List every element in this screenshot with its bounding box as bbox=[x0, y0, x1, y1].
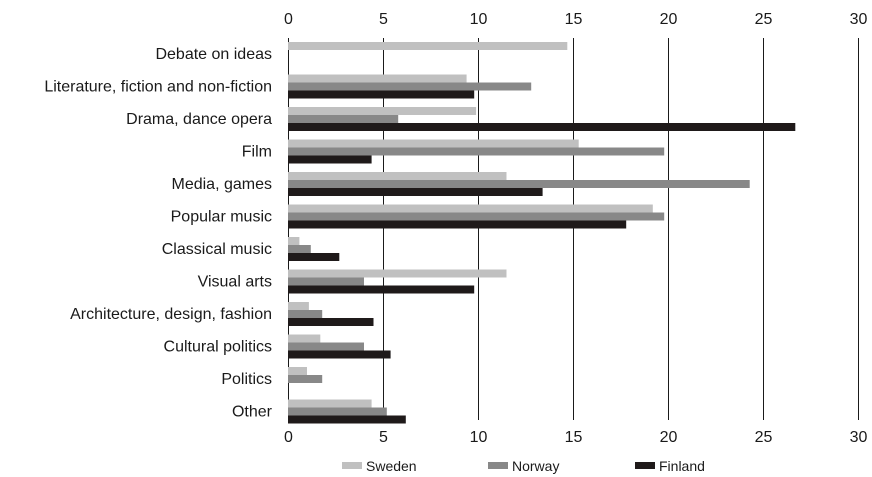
legend-label-sweden: Sweden bbox=[366, 458, 417, 474]
category-label: Politics bbox=[221, 371, 272, 388]
x-tick-label-top: 20 bbox=[660, 11, 678, 28]
bar-finland bbox=[288, 155, 372, 164]
bar-norway bbox=[288, 245, 311, 253]
bar-sweden bbox=[288, 302, 309, 310]
category-label: Literature, fiction and non-fiction bbox=[44, 79, 272, 96]
x-tick-label-bottom: 20 bbox=[660, 429, 678, 446]
legend: Sweden Norway Finland bbox=[342, 458, 705, 474]
bar-norway bbox=[288, 375, 323, 383]
bar-sweden bbox=[288, 334, 321, 343]
bar-finland bbox=[288, 220, 627, 229]
category-label: Visual arts bbox=[198, 274, 272, 291]
category-label: Popular music bbox=[171, 209, 272, 226]
category-label: Architecture, design, fashion bbox=[70, 306, 272, 323]
x-tick-label-bottom: 0 bbox=[284, 429, 293, 446]
x-tick-label-top: 5 bbox=[379, 11, 388, 28]
bar-norway bbox=[288, 407, 387, 416]
x-axis-ticks: 0 0 5 5 10 10 15 15 20 20 25 25 30 30 bbox=[284, 11, 867, 446]
bar-sweden bbox=[288, 204, 653, 213]
category-label: Film bbox=[242, 144, 272, 161]
bar-sweden bbox=[288, 367, 307, 375]
category-label: Drama, dance opera bbox=[126, 111, 272, 128]
bar-norway bbox=[288, 310, 323, 318]
x-tick-label-bottom: 30 bbox=[850, 429, 868, 446]
category-label: Media, games bbox=[172, 176, 273, 193]
bar-norway bbox=[288, 277, 364, 286]
bar-sweden bbox=[288, 172, 507, 180]
category-label: Classical music bbox=[162, 241, 272, 258]
category-labels: Debate on ideas Literature, fiction and n… bbox=[44, 46, 272, 421]
bar-finland bbox=[288, 123, 796, 131]
x-tick-label-bottom: 25 bbox=[755, 429, 773, 446]
legend-swatch-norway bbox=[488, 462, 508, 469]
x-tick-label-bottom: 10 bbox=[470, 429, 488, 446]
gridlines bbox=[288, 38, 859, 420]
x-tick-label-top: 15 bbox=[565, 11, 583, 28]
x-tick-label-top: 25 bbox=[755, 11, 773, 28]
x-tick-label-top: 30 bbox=[850, 11, 868, 28]
bar-finland bbox=[288, 188, 543, 196]
bar-sweden bbox=[288, 399, 372, 408]
bar-sweden bbox=[288, 107, 477, 115]
bar-sweden bbox=[288, 74, 467, 83]
bar-sweden bbox=[288, 269, 507, 278]
legend-label-norway: Norway bbox=[512, 458, 559, 474]
bar-sweden bbox=[288, 237, 300, 245]
x-tick-label-top: 10 bbox=[470, 11, 488, 28]
bar-norway bbox=[288, 212, 665, 221]
bar-finland bbox=[288, 350, 391, 359]
bar-finland bbox=[288, 285, 475, 294]
legend-swatch-sweden bbox=[342, 462, 362, 469]
bar-finland bbox=[288, 90, 475, 99]
bar-sweden bbox=[288, 42, 568, 50]
bar-norway bbox=[288, 147, 665, 156]
bar-finland bbox=[288, 415, 406, 424]
bar-sweden bbox=[288, 139, 579, 148]
category-label: Other bbox=[232, 404, 273, 421]
bar-norway bbox=[288, 115, 399, 123]
bars bbox=[288, 42, 796, 424]
category-label: Cultural politics bbox=[164, 339, 272, 356]
legend-label-finland: Finland bbox=[659, 458, 705, 474]
bar-finland bbox=[288, 318, 374, 326]
x-tick-label-bottom: 5 bbox=[379, 429, 388, 446]
bar-norway bbox=[288, 82, 532, 91]
x-tick-label-top: 0 bbox=[284, 11, 293, 28]
category-label: Debate on ideas bbox=[155, 46, 272, 63]
bar-finland bbox=[288, 253, 340, 261]
x-tick-label-bottom: 15 bbox=[565, 429, 583, 446]
bar-norway bbox=[288, 180, 750, 188]
bar-norway bbox=[288, 342, 364, 351]
legend-swatch-finland bbox=[635, 462, 655, 469]
